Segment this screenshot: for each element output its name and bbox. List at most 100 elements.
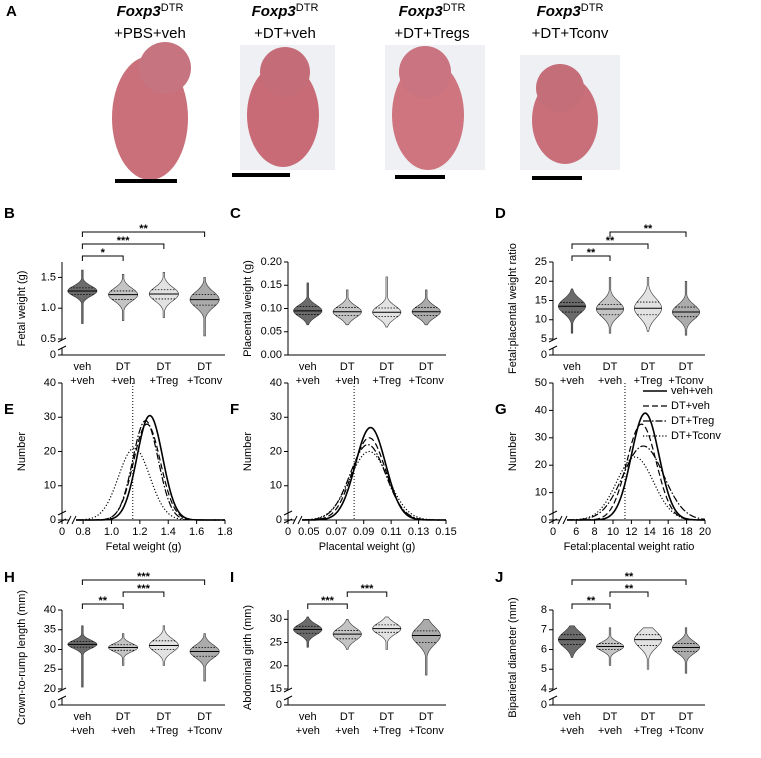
x-axis-label: Fetal:placental weight ratio xyxy=(564,541,695,553)
y-axis-label: Fetal weight (g) xyxy=(16,271,28,347)
density-curve xyxy=(75,447,225,521)
y-tick-label: 30 xyxy=(270,613,282,625)
x-tick-label: 0 xyxy=(285,526,291,538)
axis-break xyxy=(283,510,293,516)
x-tick-label: 0.05 xyxy=(298,526,319,538)
x-tick-label: +veh xyxy=(70,375,94,387)
axis-break xyxy=(548,687,558,693)
x-tick-label: +Treg xyxy=(150,725,179,737)
x-tick-label: veh xyxy=(563,361,581,373)
y-tick-label: 10 xyxy=(44,480,56,492)
pup-head xyxy=(536,64,584,112)
y-tick-label: 25 xyxy=(270,636,282,648)
y-tick-label: 35 xyxy=(44,624,56,636)
y-tick-label: 40 xyxy=(535,404,547,416)
panel-letter: E xyxy=(4,401,14,418)
y-tick-label: 0 xyxy=(541,349,547,361)
x-tick-label: +Treg xyxy=(372,375,401,387)
x-tick-label: DT xyxy=(641,711,656,723)
x-tick-label: DT xyxy=(419,711,434,723)
x-tick-label: DT xyxy=(419,361,434,373)
photo-title: Foxp3DTR xyxy=(537,2,604,20)
y-tick-label: 20 xyxy=(44,683,56,695)
legend-label: DT+Treg xyxy=(671,415,714,427)
y-tick-label: 0 xyxy=(276,699,282,711)
density-curve xyxy=(301,426,446,521)
violin xyxy=(372,616,402,650)
x-tick-label: +veh xyxy=(560,725,584,737)
x-tick-label: DT xyxy=(340,711,355,723)
y-tick-label: 0.20 xyxy=(261,256,282,268)
x-tick-label: veh xyxy=(299,711,317,723)
x-tick-label: 20 xyxy=(699,526,711,538)
x-tick-label: veh xyxy=(74,361,92,373)
y-axis-label: Biparietal diameter (mm) xyxy=(507,597,519,717)
legend-label: DT+veh xyxy=(671,400,710,412)
x-tick-label: veh xyxy=(563,711,581,723)
photos xyxy=(112,42,620,183)
violin xyxy=(189,633,220,682)
y-tick-label: 20 xyxy=(44,445,56,457)
strain: Foxp3 xyxy=(399,3,444,20)
x-tick-label: 1.2 xyxy=(132,526,147,538)
y-tick-label: 30 xyxy=(270,411,282,423)
significance-bracket xyxy=(307,603,348,609)
photo-subtitle: +DT+Tconv xyxy=(532,25,609,42)
significance-label: ** xyxy=(587,247,596,259)
x-tick-label: DT xyxy=(679,711,694,723)
y-tick-label: 1.5 xyxy=(41,271,56,283)
significance-bracket xyxy=(571,579,687,585)
significance-bracket xyxy=(81,255,124,261)
violin xyxy=(411,618,441,676)
density-curve xyxy=(301,437,446,521)
panel-letter: H xyxy=(4,569,15,586)
violin xyxy=(558,625,586,658)
y-axis-label: Abdominal girth (mm) xyxy=(242,605,254,710)
y-tick-label: 0 xyxy=(541,699,547,711)
violin xyxy=(372,276,402,328)
x-tick-label: +veh xyxy=(296,725,320,737)
strain: Foxp3 xyxy=(252,3,297,20)
x-tick-label: 1.6 xyxy=(189,526,204,538)
strain: Foxp3 xyxy=(117,3,162,20)
axis-break xyxy=(57,510,67,516)
x-tick-label: 12 xyxy=(625,526,637,538)
axis-break xyxy=(283,695,293,701)
axis-break xyxy=(57,337,67,343)
photo xyxy=(112,42,191,183)
y-axis-label: Placental weight (g) xyxy=(242,260,254,357)
x-tick-label: +veh xyxy=(335,375,359,387)
axis-break xyxy=(557,515,563,525)
x-tick-label: +veh xyxy=(111,375,135,387)
violin xyxy=(67,269,98,324)
x-tick-label: 0.11 xyxy=(381,526,402,538)
significance-bracket xyxy=(609,591,649,597)
x-tick-label: 0.13 xyxy=(408,526,429,538)
x-tick-label: 14 xyxy=(644,526,656,538)
x-tick-label: +veh xyxy=(335,725,359,737)
panel-letter: F xyxy=(230,401,239,418)
superscript: DTR xyxy=(443,2,466,14)
significance-label: ** xyxy=(587,595,596,607)
x-tick-label: +Treg xyxy=(634,725,663,737)
significance-label: ** xyxy=(139,223,148,235)
violin xyxy=(293,616,323,648)
legend-label: veh+veh xyxy=(671,385,713,397)
x-tick-label: DT xyxy=(116,361,131,373)
violin xyxy=(108,633,139,666)
density-curve xyxy=(76,423,225,521)
x-tick-label: 16 xyxy=(662,526,674,538)
violin xyxy=(596,277,624,334)
superscript: DTR xyxy=(161,2,184,14)
violin xyxy=(634,627,662,670)
significance-bracket xyxy=(571,603,611,609)
y-tick-label: 5 xyxy=(541,333,547,345)
y-tick-label: 25 xyxy=(535,256,547,268)
panel-letter: A xyxy=(6,3,17,20)
violin xyxy=(67,625,98,688)
y-tick-label: 30 xyxy=(535,432,547,444)
x-tick-label: 8 xyxy=(592,526,598,538)
violin xyxy=(148,272,179,318)
axis-break xyxy=(548,510,558,516)
x-tick-label: +Tconv xyxy=(187,725,223,737)
